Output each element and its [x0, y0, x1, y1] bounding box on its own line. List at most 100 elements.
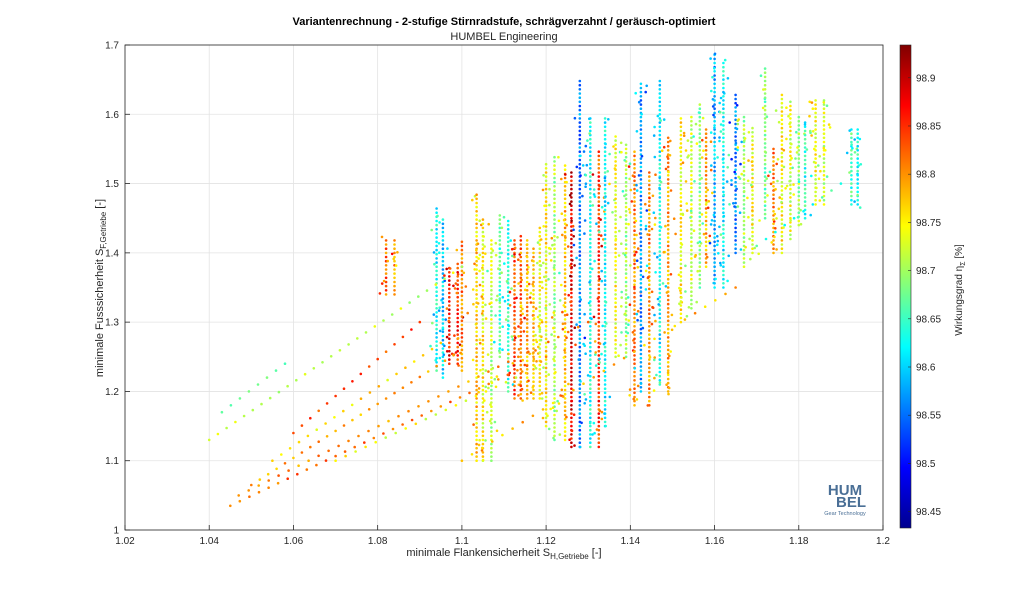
data-point — [604, 142, 607, 146]
data-point — [603, 221, 607, 224]
data-point — [651, 194, 655, 198]
data-point — [448, 329, 451, 332]
data-point — [481, 397, 485, 400]
data-point — [563, 280, 567, 284]
data-point — [684, 264, 687, 268]
data-point — [677, 273, 681, 277]
data-point — [666, 323, 670, 327]
data-point — [390, 252, 394, 256]
data-point — [553, 318, 556, 321]
data-point — [532, 334, 535, 338]
data-point — [519, 392, 523, 396]
data-point — [639, 219, 643, 223]
data-point — [527, 379, 530, 383]
data-point — [384, 289, 388, 292]
data-point — [439, 341, 443, 345]
data-point — [722, 132, 725, 135]
data-point — [578, 308, 582, 312]
data-point — [532, 268, 535, 271]
data-point — [578, 337, 582, 341]
data-point — [614, 160, 617, 163]
data-point — [544, 345, 548, 349]
data-point — [679, 200, 683, 203]
data-point — [544, 250, 548, 253]
data-point — [464, 399, 468, 403]
data-point — [789, 125, 792, 129]
data-point — [519, 251, 523, 255]
data-point — [666, 294, 670, 298]
data-point — [475, 259, 478, 263]
data-point — [778, 196, 781, 199]
data-point — [305, 468, 309, 471]
data-point — [603, 316, 607, 320]
data-point — [633, 404, 636, 407]
data-point — [570, 308, 573, 312]
data-point — [384, 264, 388, 267]
data-point — [479, 369, 482, 372]
data-point — [790, 142, 793, 146]
data-point — [563, 372, 567, 375]
data-point — [639, 132, 643, 135]
data-point — [519, 363, 523, 367]
data-point — [584, 173, 588, 177]
data-point — [856, 178, 859, 181]
data-point — [517, 394, 520, 397]
data-point — [704, 207, 708, 210]
data-point — [481, 309, 485, 313]
data-point — [653, 313, 656, 317]
data-point — [713, 240, 716, 244]
data-point — [679, 283, 683, 287]
data-point — [553, 343, 556, 346]
data-point — [690, 132, 693, 135]
x-tick-label: 1.18 — [789, 536, 809, 547]
data-point — [597, 258, 601, 262]
data-point — [814, 165, 817, 169]
data-point — [525, 347, 529, 350]
data-point — [506, 348, 510, 352]
data-point — [583, 219, 587, 222]
data-point — [751, 193, 754, 196]
data-point — [708, 234, 712, 238]
data-point — [666, 319, 670, 323]
data-point — [633, 200, 636, 203]
data-point — [435, 315, 438, 318]
data-point — [448, 325, 451, 328]
data-point — [491, 249, 495, 252]
data-point — [822, 103, 826, 106]
data-point — [614, 135, 617, 138]
data-point — [690, 136, 693, 140]
data-point — [772, 180, 775, 184]
data-point — [653, 252, 656, 255]
data-point — [679, 167, 683, 170]
data-point — [578, 287, 582, 291]
data-point — [639, 248, 643, 252]
data-point — [589, 229, 592, 232]
data-point — [570, 254, 573, 257]
data-point — [441, 363, 445, 367]
data-point — [624, 326, 628, 330]
data-point — [333, 416, 336, 419]
data-point — [517, 335, 520, 338]
data-point — [481, 297, 485, 300]
data-point — [690, 186, 693, 189]
data-point — [538, 322, 542, 325]
data-point — [458, 396, 462, 399]
data-point — [763, 187, 767, 191]
data-point — [633, 208, 636, 212]
data-point — [393, 284, 396, 288]
data-point — [519, 347, 523, 350]
data-point — [475, 397, 478, 400]
data-point — [393, 289, 396, 292]
data-point — [803, 200, 807, 203]
data-point — [763, 183, 767, 187]
data-point — [581, 194, 584, 198]
data-point — [670, 313, 674, 317]
data-point — [471, 288, 475, 291]
data-point — [597, 233, 601, 237]
data-point — [814, 169, 817, 173]
data-point — [777, 207, 781, 211]
data-point — [698, 157, 702, 160]
data-point — [445, 350, 449, 353]
data-point — [568, 438, 571, 442]
data-point — [589, 295, 592, 299]
